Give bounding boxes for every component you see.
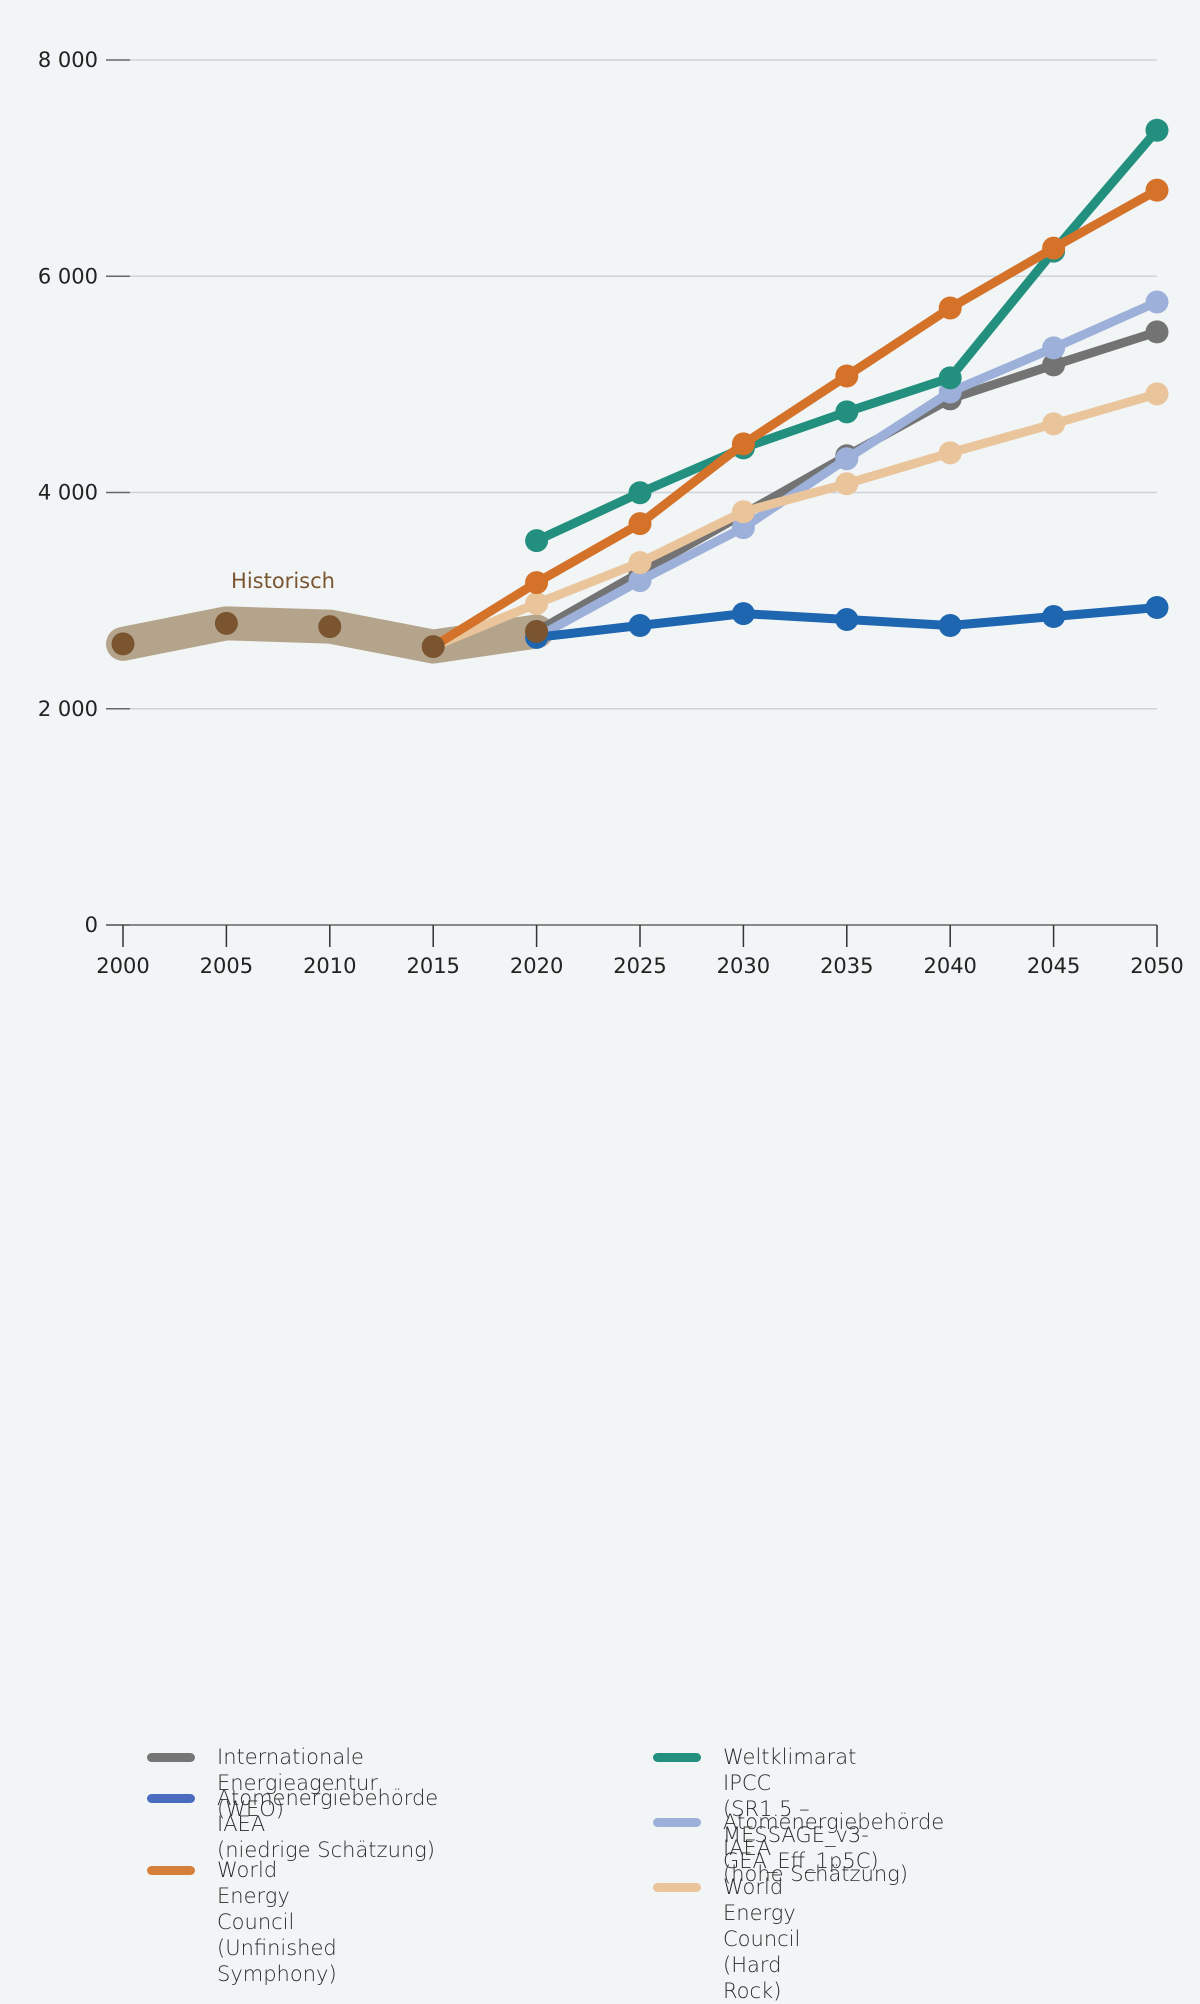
historical-point — [111, 632, 135, 656]
x-tick-label: 2050 — [1130, 954, 1183, 978]
data-point — [1145, 320, 1169, 344]
data-point — [938, 366, 962, 390]
legend-swatch — [147, 1794, 195, 1803]
legend-swatch — [653, 1818, 701, 1827]
series-line — [428, 185, 1162, 652]
x-tick-label: 2035 — [820, 954, 873, 978]
legend-swatch — [147, 1753, 195, 1762]
legend-label: World Energy Council (Unfinished Symphon… — [217, 1858, 337, 1986]
series-lines — [111, 118, 1169, 659]
x-tick-label: 2010 — [303, 954, 356, 978]
x-tick-label: 2030 — [717, 954, 770, 978]
data-point — [628, 569, 652, 593]
data-point — [525, 529, 549, 553]
legend-swatch — [653, 1753, 701, 1762]
x-tick-label: 2025 — [613, 954, 666, 978]
x-tick-label: 2000 — [96, 954, 149, 978]
x-tick-label: 2020 — [510, 954, 563, 978]
data-point — [1042, 353, 1066, 377]
data-point — [835, 472, 859, 496]
data-point — [1042, 336, 1066, 360]
data-point — [1145, 118, 1169, 142]
x-tick-label: 2040 — [923, 954, 976, 978]
data-point — [835, 400, 859, 424]
legend-swatch — [653, 1883, 701, 1892]
historical-point — [525, 619, 549, 643]
data-point — [1042, 236, 1066, 260]
data-point — [731, 432, 755, 456]
historical-annotation: Historisch — [231, 569, 335, 593]
y-tick-label: 6 000 — [38, 264, 98, 288]
data-point — [731, 500, 755, 524]
historical-point — [214, 611, 238, 635]
x-tick-label: 2045 — [1027, 954, 1080, 978]
legend-item-wec-unfinished-symphony: World Energy Council (Unfinished Symphon… — [147, 1857, 337, 1987]
data-point — [628, 551, 652, 575]
y-tick-label: 8 000 — [38, 48, 98, 72]
x-tick-label: 2015 — [406, 954, 459, 978]
axes: 0 2 000 4 000 6 000 8 000 2000 2005 2010 2015 202… — [38, 48, 1184, 978]
historical-markers — [111, 611, 549, 659]
series-atomenergiebeh-rde-iaea-hohe-sch-tzung — [525, 290, 1169, 649]
data-point — [525, 571, 549, 595]
data-point — [1145, 178, 1169, 202]
data-point — [628, 512, 652, 536]
chart-svg: 0 2 000 4 000 6 000 8 000 2000 2005 2010 2015 202… — [38, 48, 1184, 978]
data-point — [628, 481, 652, 505]
data-point — [835, 608, 859, 632]
series-atomenergiebeh-rde-iaea-niedrige-sch-tzung — [525, 596, 1169, 649]
data-point — [835, 447, 859, 471]
chart: 0 2 000 4 000 6 000 8 000 2000 2005 2010 2015 202… — [38, 48, 1184, 2003]
data-point — [731, 516, 755, 540]
series-line — [428, 389, 1162, 652]
data-point — [938, 441, 962, 465]
legend-label: World Energy Council (Hard Rock) — [723, 1875, 801, 2003]
data-point — [628, 613, 652, 637]
data-point — [1145, 596, 1169, 620]
data-point — [1042, 605, 1066, 629]
legend-swatch — [147, 1866, 195, 1875]
data-point — [525, 592, 549, 616]
y-tick-label: 2 000 — [38, 697, 98, 721]
series-world-energy-council-hard-rock — [428, 382, 1169, 652]
y-tick-label: 4 000 — [38, 481, 98, 505]
data-point — [835, 364, 859, 388]
y-tick-label: 0 — [85, 913, 98, 937]
data-point — [1042, 412, 1066, 436]
legend-item-wec-hard-rock: World Energy Council (Hard Rock) — [653, 1874, 800, 2004]
data-point — [1145, 290, 1169, 314]
series-world-energy-council-unfinished-symphony — [428, 178, 1169, 652]
historical-point — [318, 615, 342, 639]
historical-point — [421, 635, 445, 659]
gridlines — [130, 59, 1157, 710]
x-tick-label: 2005 — [200, 954, 253, 978]
data-point — [938, 296, 962, 320]
legend-item-iaea-low: Atomenergiebehörde IAEA (niedrige Schätz… — [147, 1785, 438, 1863]
legend-label: Atomenergiebehörde IAEA (niedrige Schätz… — [217, 1786, 439, 1862]
data-point — [938, 613, 962, 637]
data-point — [731, 602, 755, 626]
data-point — [1145, 382, 1169, 406]
